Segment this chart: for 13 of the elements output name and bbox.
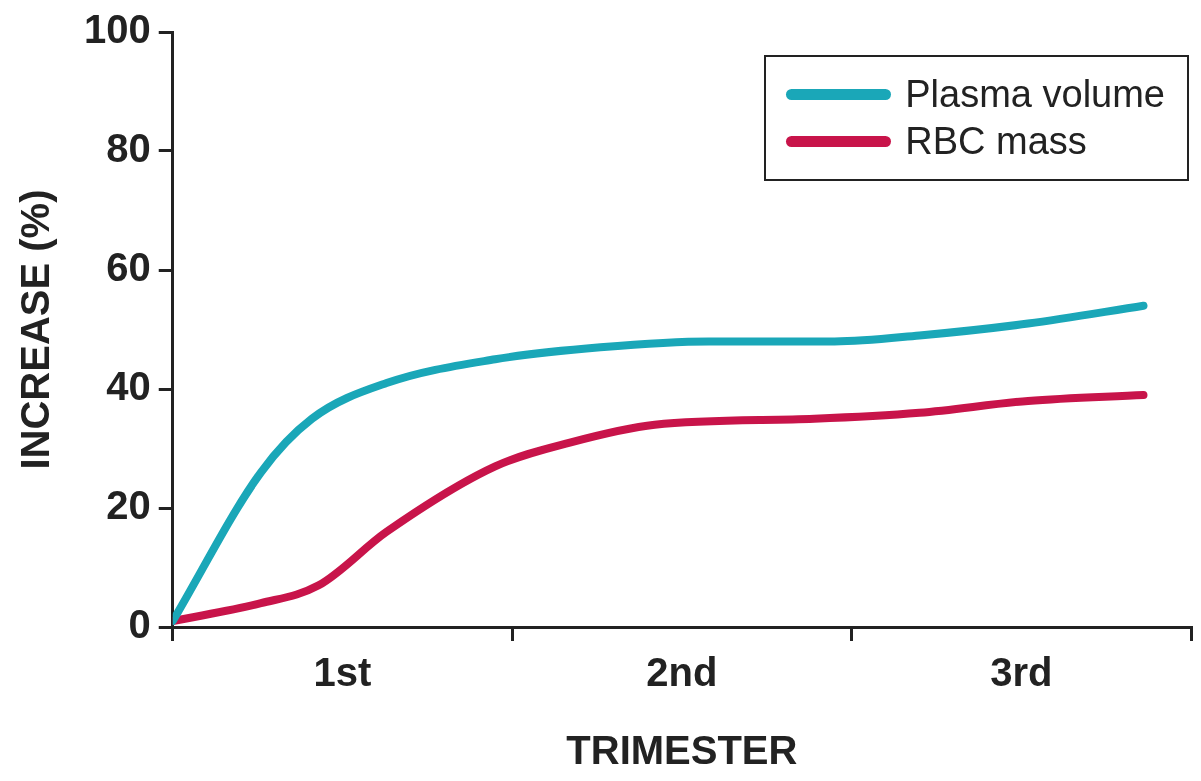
y-tick-label: 80 — [106, 126, 151, 171]
legend-label: Plasma volume — [905, 73, 1165, 116]
y-axis-title: INCREASE (%) — [13, 189, 58, 470]
y-tick-label: 20 — [106, 483, 151, 528]
x-tick-label: 3rd — [990, 650, 1053, 695]
x-tick-label: 2nd — [646, 650, 718, 695]
y-tick-label: 100 — [83, 7, 151, 52]
y-tick-label: 60 — [106, 245, 151, 290]
x-axis-title: TRIMESTER — [566, 728, 798, 773]
legend-label: RBC mass — [905, 120, 1087, 163]
y-tick-label: 40 — [106, 364, 151, 409]
y-tick-label: 0 — [128, 602, 151, 647]
x-tick-label: 1st — [313, 650, 372, 695]
